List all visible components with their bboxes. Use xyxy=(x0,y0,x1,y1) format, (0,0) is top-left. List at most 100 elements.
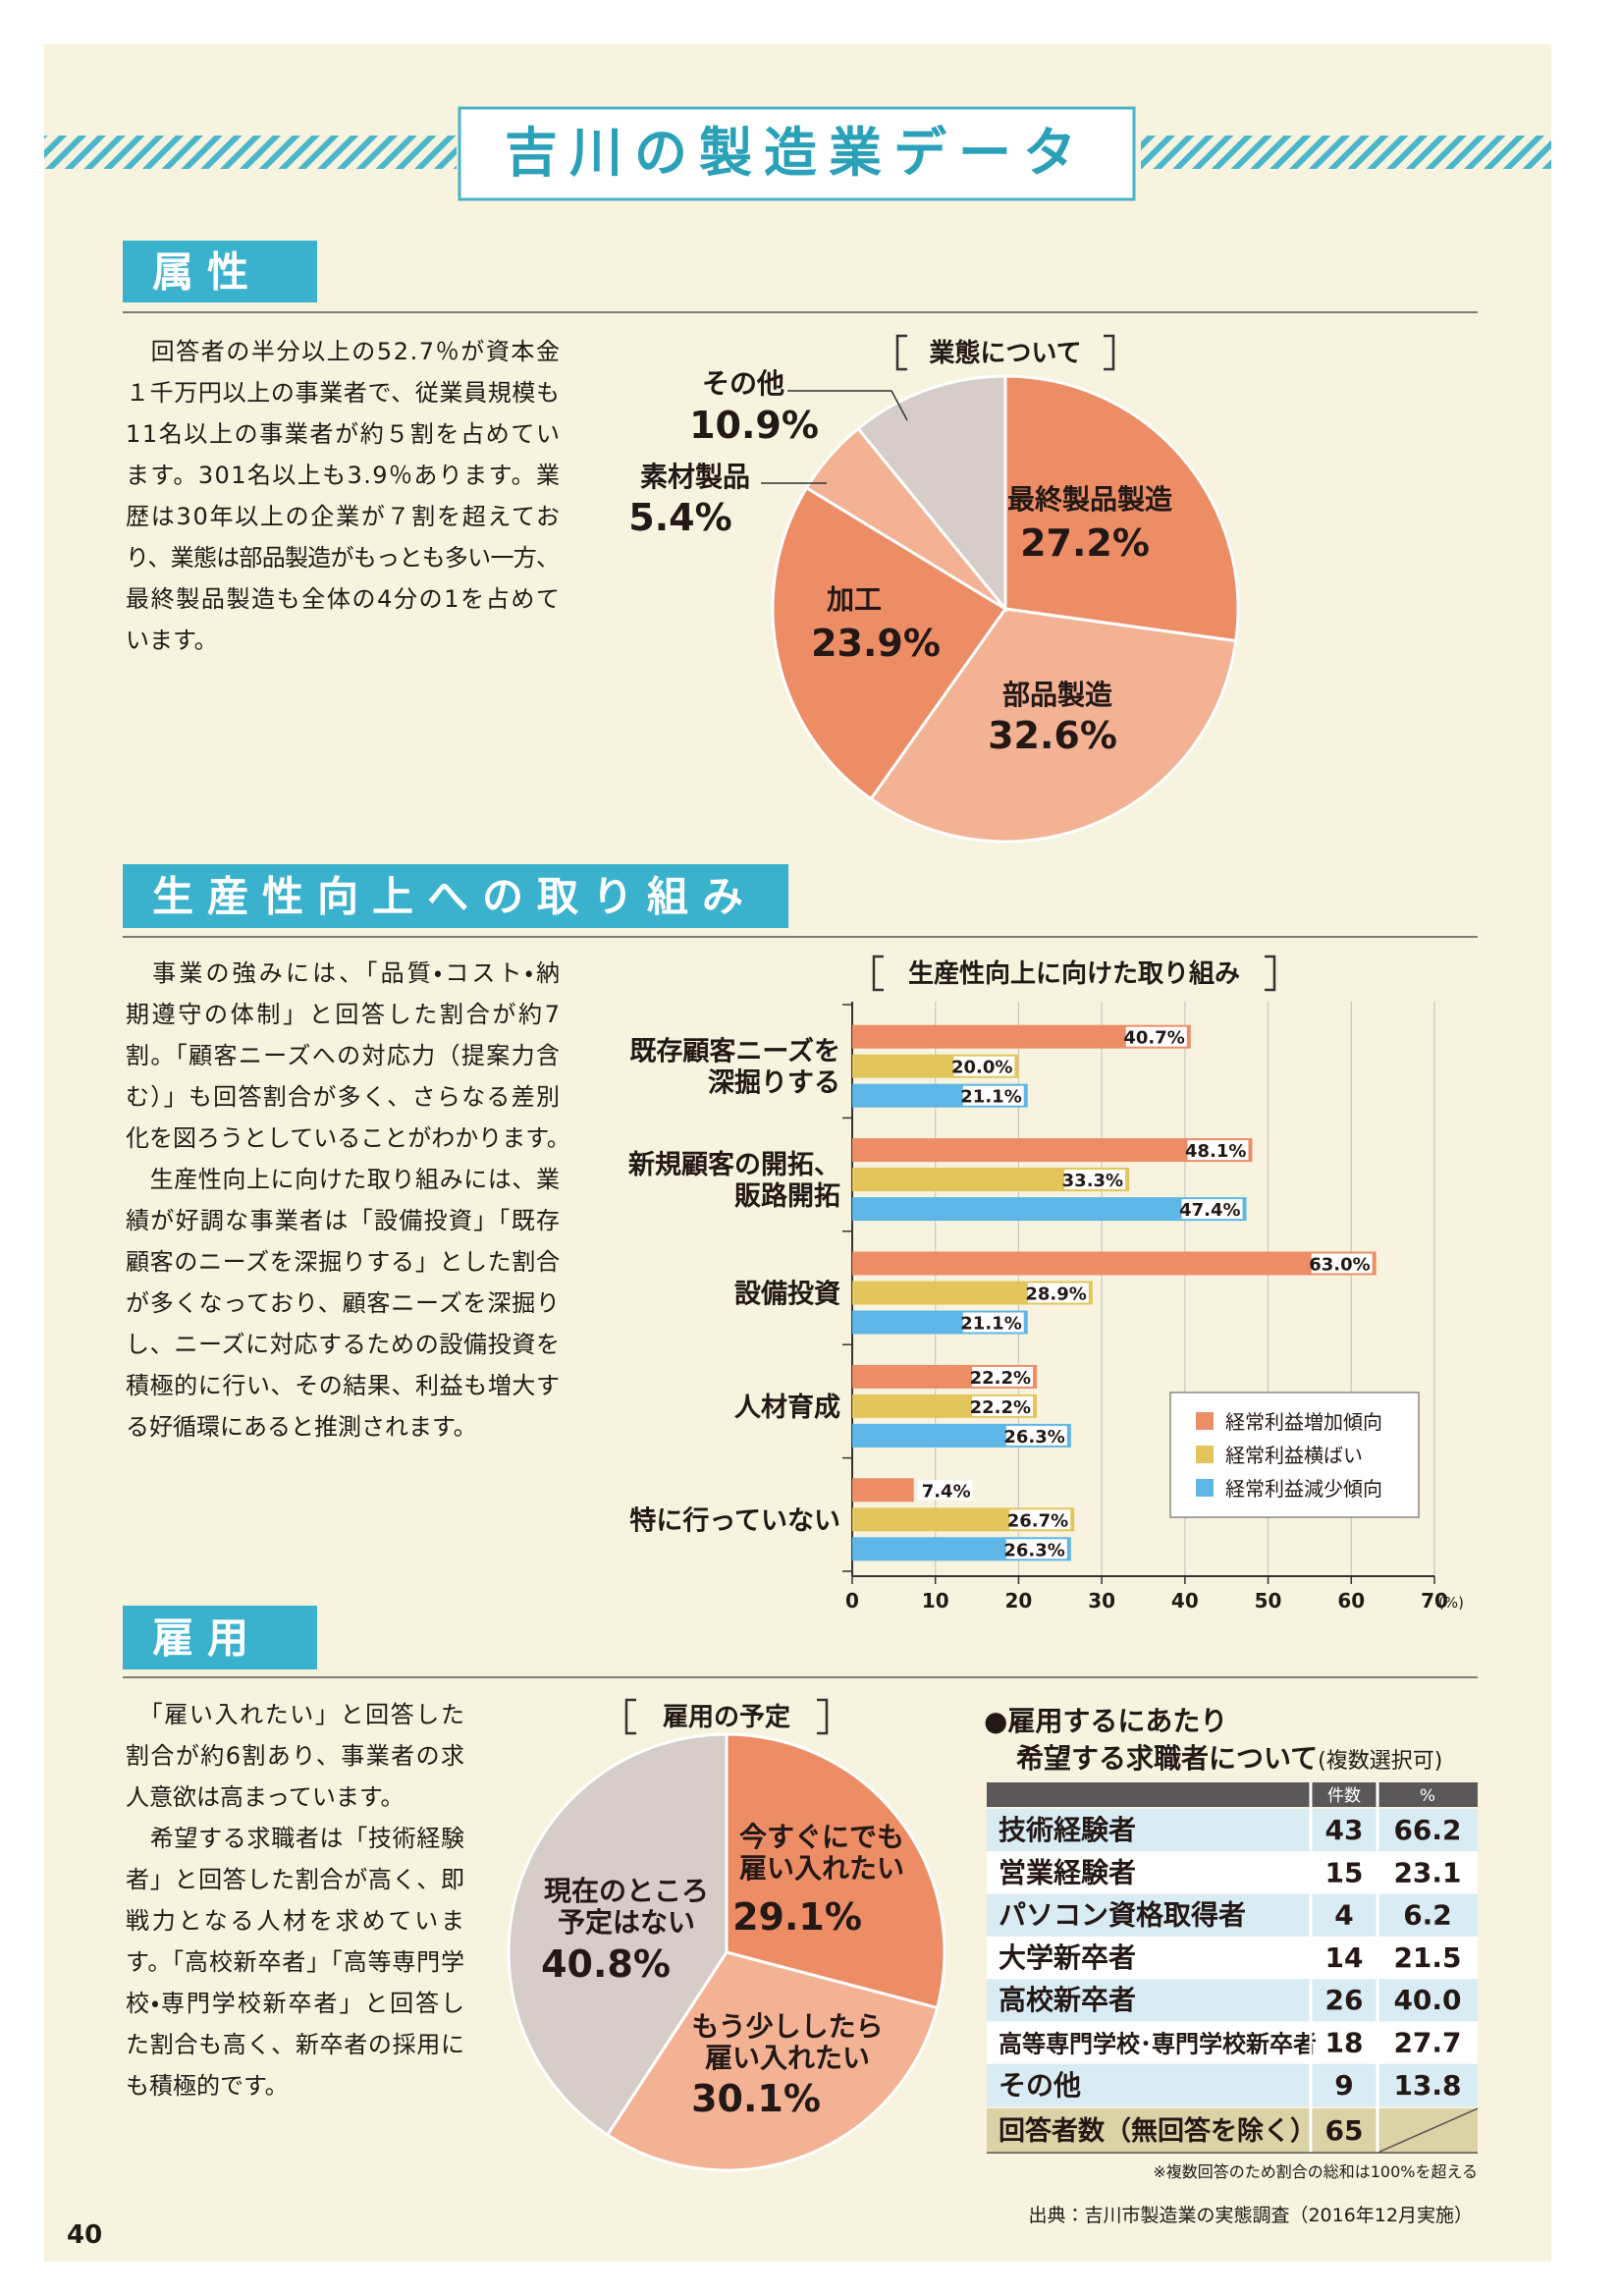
body-text: 生産性向上に向けた取り組みには、業 xyxy=(126,1166,560,1193)
slice-label: 今すぐにでも xyxy=(739,1821,904,1853)
bar xyxy=(852,1478,914,1503)
slice-value-label: 5.4% xyxy=(628,496,731,539)
table-diagonal xyxy=(1377,2107,1479,2154)
bar xyxy=(852,1197,1247,1222)
x-axis-unit: (%) xyxy=(1438,1594,1464,1612)
body-text: る好循環にあると推測されます。 xyxy=(126,1413,477,1441)
legend-swatch xyxy=(1196,1412,1214,1430)
value-label: 63.0% xyxy=(1309,1255,1370,1276)
body-text: います。 xyxy=(126,627,218,654)
value-label-bg xyxy=(1125,1026,1187,1047)
legend-label: 経常利益増加傾向 xyxy=(1225,1410,1382,1434)
slice-label: その他 xyxy=(702,367,784,400)
table-cell: 23.1 xyxy=(1393,1856,1461,1888)
section-heading-box xyxy=(123,864,788,928)
page-title: 吉川の製造業データ xyxy=(505,122,1088,184)
slice-label: 素材製品 xyxy=(640,461,750,493)
body-text: 人意欲は高まっています。 xyxy=(126,1783,404,1811)
value-label: 26.3% xyxy=(1003,1427,1064,1448)
value-label: 33.3% xyxy=(1062,1171,1123,1191)
table-row xyxy=(987,2063,1478,2107)
table-cell: 66.2 xyxy=(1393,1814,1461,1846)
body-text: 績が好調な事業者は「設備投資」「既存 xyxy=(126,1207,560,1234)
y-tick-label: 特に行っていない xyxy=(629,1504,840,1536)
x-tick-label: 70 xyxy=(1421,1589,1448,1613)
x-tick-label: 50 xyxy=(1255,1589,1282,1613)
table-note: ※複数回答のため割合の総和は100%を超える xyxy=(1153,2162,1478,2181)
body-text: 歴は30年以上の企業が７割を超えてお xyxy=(126,503,560,530)
body-text: 戦力となる人材を求めていま xyxy=(126,1907,464,1935)
value-label-bg xyxy=(1009,1509,1071,1530)
title-box xyxy=(458,106,1136,201)
pie-slice xyxy=(605,1950,940,2172)
body-text: も積極的です。 xyxy=(126,2072,289,2100)
value-label: 48.1% xyxy=(1185,1141,1246,1162)
body-text: り、業態は部品製造がもっとも多い一方、 xyxy=(126,544,560,572)
hatch-right xyxy=(1141,136,1551,169)
x-tick-label: 0 xyxy=(845,1589,859,1613)
pie-slice xyxy=(725,1732,946,2010)
y-tick-label: 設備投資 xyxy=(734,1280,840,1310)
table-cell: 27.7 xyxy=(1393,2027,1461,2059)
slice-label: 現在のところ xyxy=(544,1875,709,1907)
table-title-note: (複数選択可) xyxy=(1318,1749,1442,1774)
y-tick-label: 販路開拓 xyxy=(734,1180,840,1212)
body-text: 校・専門学校新卒者」と回答し xyxy=(126,1990,464,2017)
legend-label: 経常利益減少傾向 xyxy=(1225,1477,1382,1501)
table-row xyxy=(987,1851,1478,1894)
table-cell: 13.8 xyxy=(1393,2069,1461,2102)
value-label: 26.3% xyxy=(1003,1540,1064,1560)
value-label-bg xyxy=(1005,1425,1067,1446)
body-text: 割合が約6割あり、事業者の求 xyxy=(126,1742,464,1770)
slice-value-label: 32.6% xyxy=(988,714,1117,757)
section-heading-box xyxy=(123,241,317,302)
slice-label: 雇い入れたい xyxy=(739,1852,904,1885)
value-label: 40.7% xyxy=(1123,1028,1184,1049)
slice-label: もう少ししたら xyxy=(691,2010,883,2043)
slice-value-label: 10.9% xyxy=(689,404,819,447)
slice-label: 予定はない xyxy=(558,1906,695,1939)
leader-line xyxy=(787,390,908,421)
chart-title: 雇用の予定 xyxy=(663,1703,790,1732)
value-label: 26.7% xyxy=(1007,1510,1068,1531)
body-text: 積極的に行い、その結果、利益も増大す xyxy=(126,1372,560,1399)
table-row xyxy=(987,2021,1478,2064)
body-text: が多くなっており、顧客ニーズを深掘り xyxy=(126,1289,560,1317)
table-cell: 6.2 xyxy=(1403,1899,1452,1932)
table-row xyxy=(987,1936,1478,1980)
body-text: 希望する求職者は「技術経験 xyxy=(126,1825,464,1852)
table-cell: 9 xyxy=(1334,2069,1353,2102)
source-note: 出典：吉川市製造業の実態調査（2016年12月実施） xyxy=(1028,2205,1473,2226)
y-tick-label: 深掘りする xyxy=(708,1068,840,1099)
bar xyxy=(852,1138,1253,1163)
table-cell: 40.0 xyxy=(1393,1984,1461,2016)
value-label: 28.9% xyxy=(1025,1285,1086,1305)
table-row xyxy=(987,1809,1478,1852)
value-label-bg xyxy=(1187,1140,1249,1161)
section-heading-box xyxy=(123,1606,317,1669)
slice-value-label: 23.9% xyxy=(811,622,941,665)
slice-label: 最終製品製造 xyxy=(1007,483,1172,516)
pie-slice xyxy=(1003,374,1240,643)
table-cell: 14 xyxy=(1325,1941,1364,1974)
value-label-bg xyxy=(1027,1283,1089,1303)
bracket xyxy=(872,955,1276,992)
value-label: 21.1% xyxy=(960,1314,1021,1335)
slice-label: 加工 xyxy=(827,583,882,616)
value-label: 22.2% xyxy=(970,1397,1031,1418)
table-cell: 高校新卒者 xyxy=(999,1984,1136,2016)
value-label-bg xyxy=(972,1395,1034,1416)
table-title-line: 希望する求職者について xyxy=(1016,1742,1318,1775)
table-title: ●雇用するにあたり xyxy=(984,1705,1227,1737)
slice-label: 雇い入れたい xyxy=(705,2042,870,2074)
value-label-bg xyxy=(972,1366,1034,1387)
legend-swatch xyxy=(1196,1479,1214,1497)
body-text: た割合も高く、新卒者の採用に xyxy=(126,2031,464,2058)
slice-value-label: 40.8% xyxy=(541,1942,671,1986)
section-heading: 属性 xyxy=(152,248,262,297)
chart-title: 生産性向上に向けた取り組み xyxy=(908,958,1240,989)
slice-value-label: 29.1% xyxy=(732,1895,862,1939)
bar xyxy=(852,1251,1377,1276)
x-tick-label: 30 xyxy=(1088,1589,1115,1613)
